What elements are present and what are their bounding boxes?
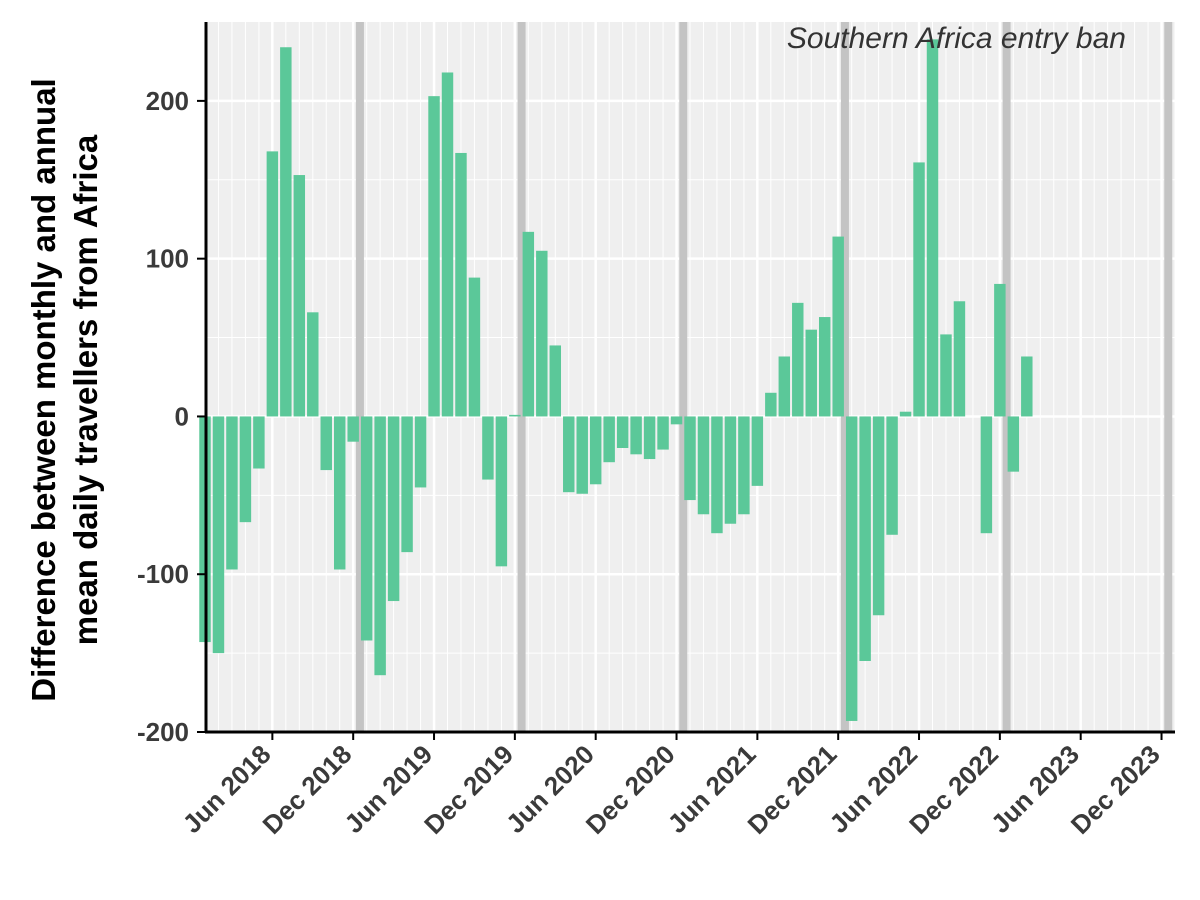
bar	[926, 39, 939, 417]
bar	[549, 345, 562, 417]
bar	[536, 250, 548, 417]
bar	[994, 283, 1006, 417]
y-axis-title-line-1: Difference between monthly and annual	[25, 78, 62, 701]
bar	[589, 416, 602, 485]
y-axis-ticks: -200 -100 0 100 200	[137, 86, 205, 747]
bar	[307, 312, 319, 417]
bar	[603, 416, 615, 463]
bar	[360, 416, 373, 641]
bar	[563, 416, 575, 493]
bar	[630, 416, 642, 455]
year-start-band	[679, 22, 688, 732]
bar	[280, 47, 292, 417]
bar	[859, 416, 871, 661]
bar	[320, 416, 332, 471]
bar	[751, 416, 764, 486]
y-tick-label: 200	[146, 86, 189, 116]
chart-annotation: Southern Africa entry ban	[787, 22, 1126, 55]
bar	[428, 96, 440, 417]
x-tick-label: Dec 2018	[256, 739, 357, 840]
y-tick-label: -200	[137, 717, 189, 747]
bar	[738, 416, 750, 515]
bar	[899, 411, 912, 417]
year-start-band	[1002, 22, 1011, 732]
bar	[872, 416, 885, 616]
bar	[293, 175, 306, 417]
x-tick-label: Dec 2022	[903, 739, 1004, 840]
bar	[468, 277, 481, 417]
bar	[495, 416, 508, 567]
bar	[818, 317, 831, 417]
bar	[765, 392, 777, 417]
bar	[374, 416, 386, 676]
x-tick-label: Dec 2021	[741, 739, 842, 840]
bar	[482, 416, 494, 480]
y-axis-title: Difference between monthly and annual me…	[25, 78, 104, 701]
bar	[805, 329, 817, 417]
bar	[711, 416, 723, 534]
bar	[913, 162, 925, 417]
bar	[333, 416, 346, 570]
bar	[414, 416, 427, 488]
bar	[980, 416, 993, 534]
year-start-highlight-bands	[355, 22, 1173, 732]
bar	[940, 334, 952, 417]
bar	[778, 356, 791, 417]
bar	[886, 416, 898, 535]
bar	[697, 416, 710, 515]
y-tick-label: -100	[137, 559, 189, 589]
y-tick-label: 0	[175, 401, 189, 431]
year-start-band	[1164, 22, 1173, 732]
y-axis-title-line-2: mean daily travellers from Africa	[67, 134, 104, 645]
bar	[1007, 416, 1020, 472]
bar	[670, 416, 683, 425]
bar	[953, 301, 966, 417]
bar	[347, 416, 359, 442]
bar	[266, 151, 279, 417]
y-tick-label: 100	[146, 244, 189, 274]
bar	[239, 416, 252, 523]
bar	[576, 416, 588, 494]
bar	[509, 414, 521, 417]
bar	[212, 416, 225, 654]
bar	[616, 416, 629, 448]
bar	[455, 152, 467, 417]
bar	[724, 416, 737, 524]
bar	[401, 416, 413, 553]
bar	[643, 416, 656, 460]
year-start-band	[355, 22, 364, 732]
year-start-band	[517, 22, 526, 732]
bar	[253, 416, 265, 469]
x-tick-label: Dec 2023	[1065, 739, 1166, 840]
bar	[845, 416, 858, 721]
year-start-band	[840, 22, 849, 732]
bar	[226, 416, 238, 570]
x-tick-label: Dec 2020	[580, 739, 681, 840]
bar	[522, 231, 535, 417]
bar	[832, 236, 844, 417]
x-tick-label: Dec 2019	[418, 739, 519, 840]
bar	[387, 416, 400, 602]
bar	[657, 416, 669, 450]
bar	[1021, 356, 1033, 417]
bar	[441, 72, 454, 417]
bar	[684, 416, 696, 501]
bar	[792, 302, 804, 417]
